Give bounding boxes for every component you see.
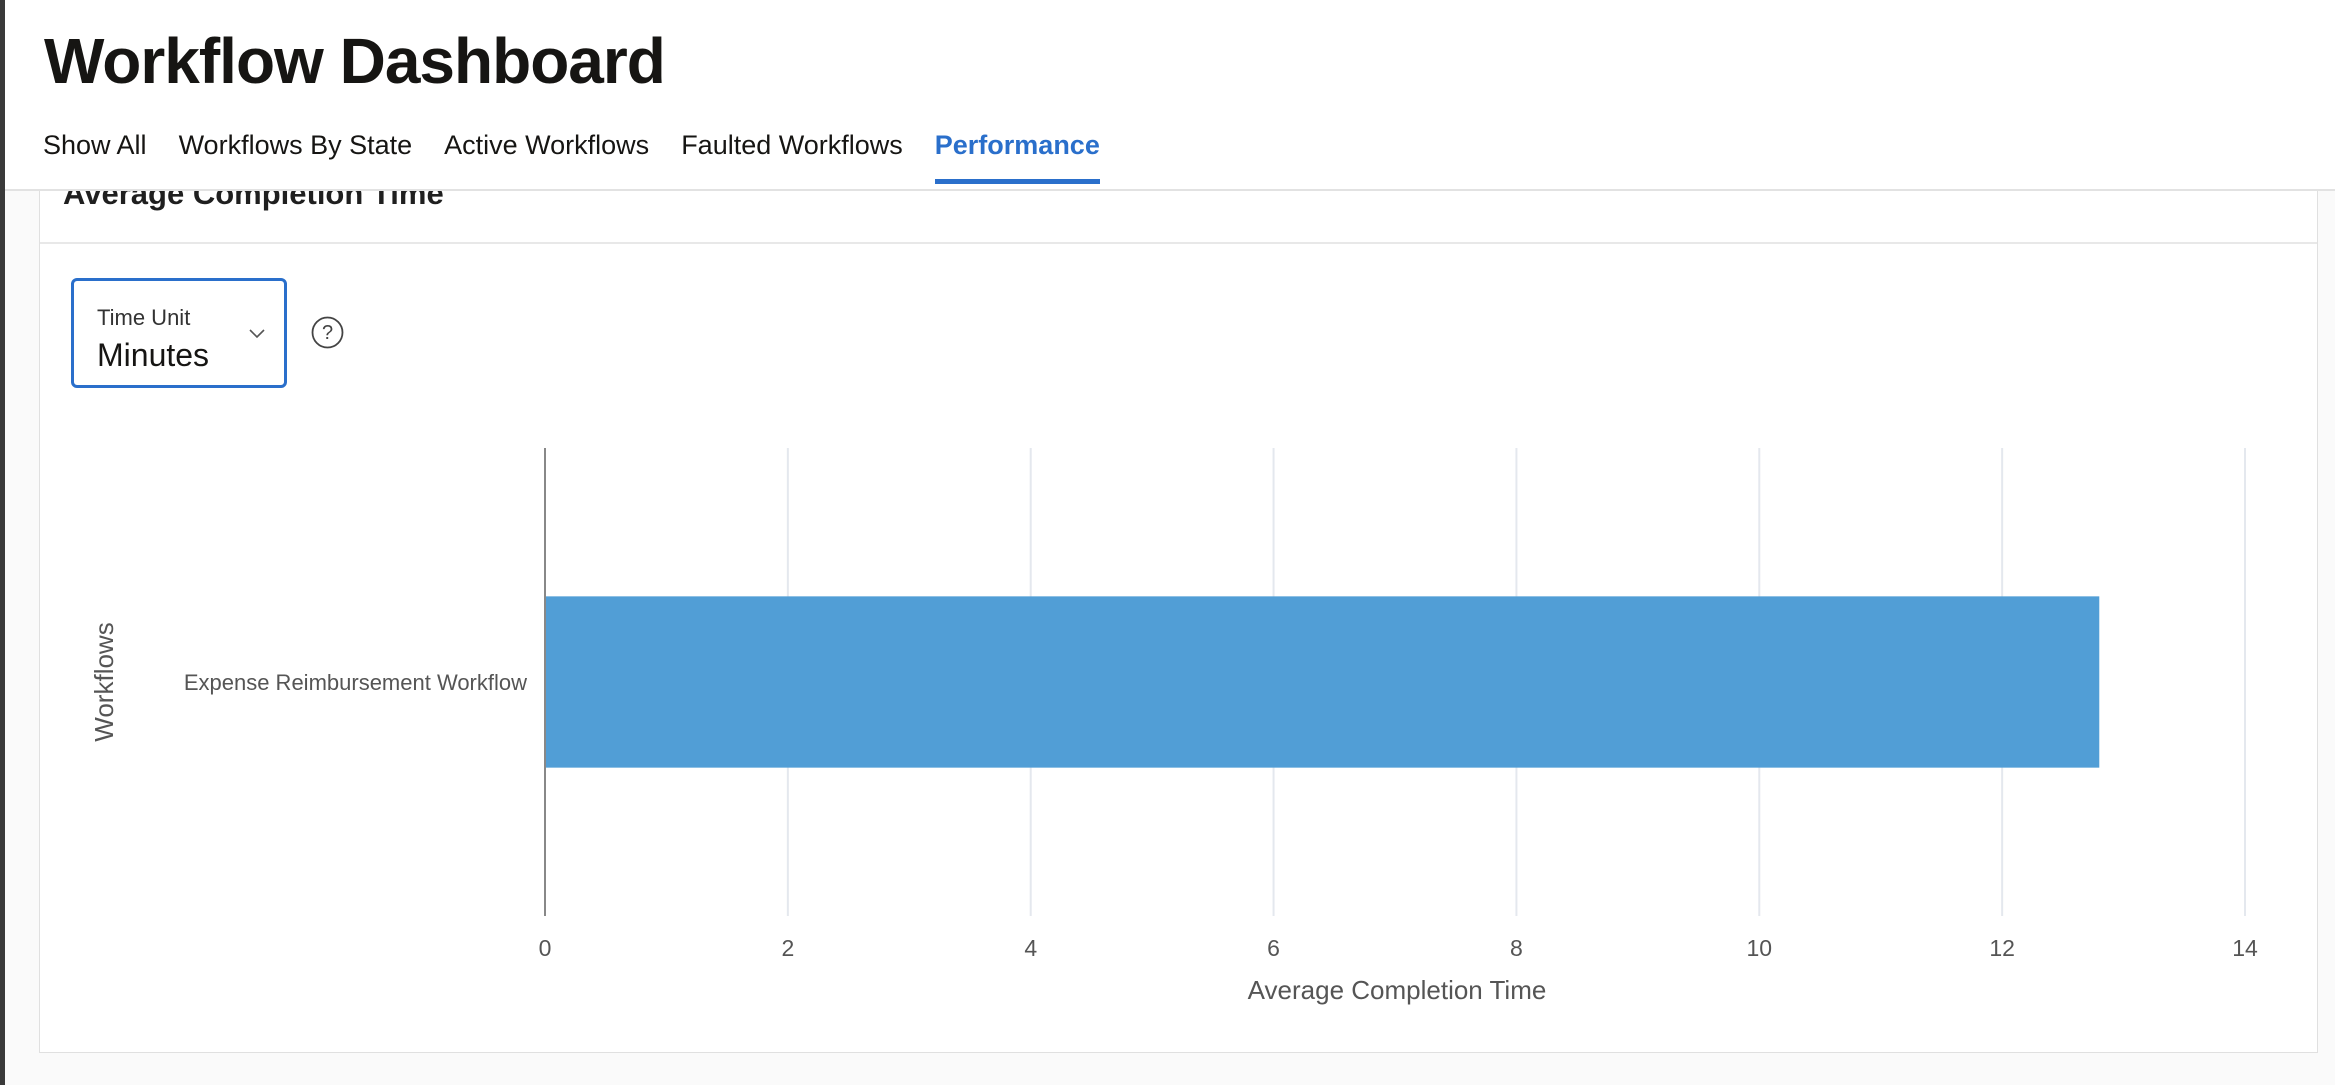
time-unit-value: Minutes bbox=[97, 337, 210, 373]
tab-performance[interactable]: Performance bbox=[934, 130, 1100, 184]
window-edge bbox=[0, 0, 5, 1085]
tab-show-all[interactable]: Show All bbox=[43, 130, 147, 160]
page-title: Workflow Dashboard bbox=[44, 25, 666, 97]
question-circle-icon[interactable]: ? bbox=[311, 316, 344, 349]
average-completion-card bbox=[39, 150, 2318, 1053]
tab-active-workflows[interactable]: Active Workflows bbox=[444, 130, 650, 160]
svg-text:?: ? bbox=[322, 322, 333, 344]
page-header: Workflow Dashboard Show All Workflows By… bbox=[5, 0, 2335, 191]
time-unit-label: Time Unit bbox=[97, 305, 191, 330]
card-divider bbox=[40, 242, 2317, 244]
time-unit-select[interactable]: Time Unit Minutes bbox=[71, 278, 287, 388]
tab-faulted-workflows[interactable]: Faulted Workflows bbox=[681, 130, 903, 160]
chevron-down-icon bbox=[249, 329, 265, 339]
tab-workflows-by-state[interactable]: Workflows By State bbox=[178, 130, 413, 160]
tab-bar: Show All Workflows By State Active Workf… bbox=[43, 130, 1100, 184]
